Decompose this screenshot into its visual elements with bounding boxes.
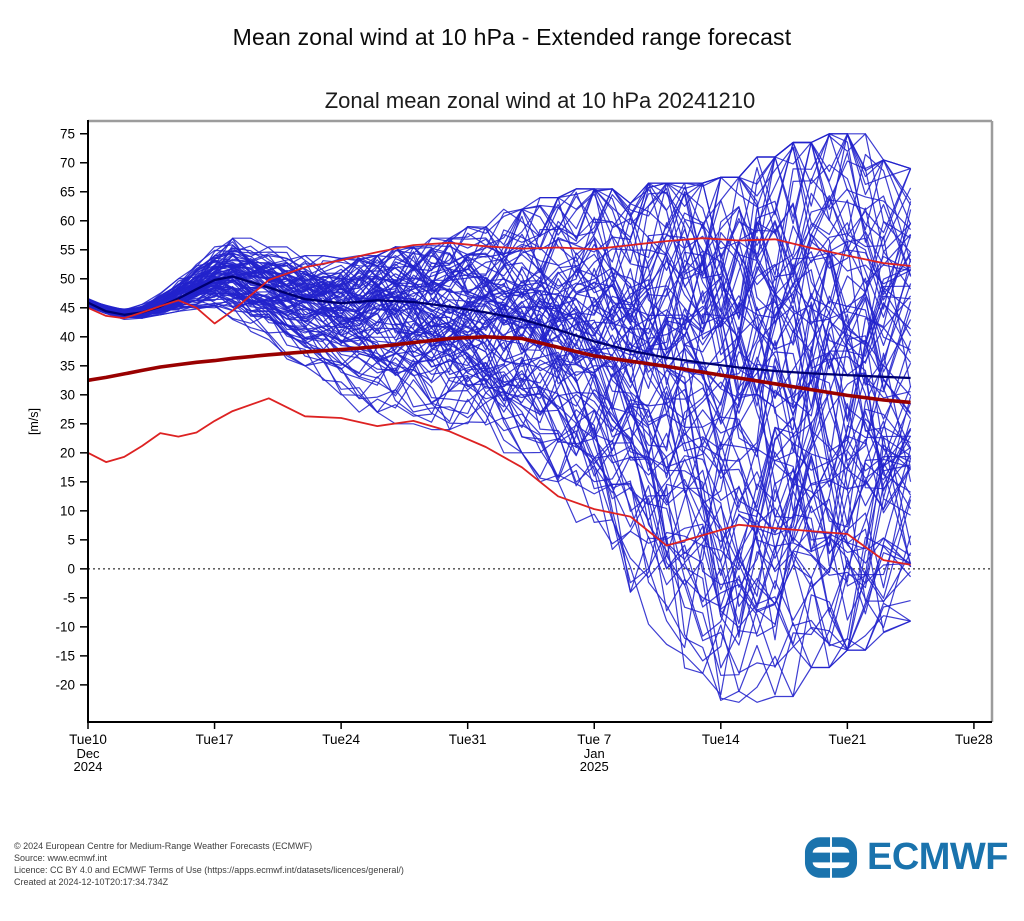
x-tick-sublabel: 2025	[580, 759, 609, 774]
x-tick-label: Tue21	[828, 732, 866, 747]
footer-copyright: © 2024 European Centre for Medium-Range …	[14, 841, 313, 851]
footer-attribution: © 2024 European Centre for Medium-Range …	[14, 840, 404, 888]
y-tick-label: 25	[60, 416, 75, 431]
y-tick-label: 20	[60, 445, 75, 460]
y-tick-label: 0	[67, 561, 75, 576]
ensemble-member-line	[88, 287, 912, 597]
ensemble-member-line	[88, 301, 912, 646]
ensemble-member-line	[88, 233, 912, 398]
chart-subtitle: Zonal mean zonal wind at 10 hPa 20241210	[324, 88, 756, 113]
ecmwf-logo-text: ECMWF	[866, 836, 1009, 878]
y-tick-label: 55	[60, 242, 75, 257]
ensemble-member-line	[88, 222, 912, 400]
y-tick-label: 45	[60, 300, 75, 315]
ensemble-member-line	[88, 134, 912, 311]
climate-lower-line	[87, 397, 911, 566]
ensemble-member-line	[88, 290, 912, 637]
ensemble-member-line	[88, 255, 912, 474]
ensemble-member-line	[88, 260, 912, 612]
ensemble-member-line	[88, 178, 912, 311]
footer-created-at: Created at 2024-12-10T20:17:34.734Z	[14, 877, 169, 887]
footer-source: Source: www.ecmwf.int	[14, 853, 108, 863]
y-tick-label: 10	[60, 503, 75, 518]
ensemble-member-line	[88, 301, 912, 669]
ensemble-member-line	[88, 285, 912, 669]
ensemble-member-line	[88, 292, 911, 696]
ensemble-members-group	[88, 133, 912, 703]
ensemble-member-line	[88, 217, 912, 432]
y-axis-unit-label: [m/s]	[27, 408, 41, 435]
ensemble-member-line	[88, 182, 912, 315]
ensemble-member-line	[88, 166, 912, 326]
ensemble-member-line	[88, 133, 912, 314]
climate-upper-line	[87, 237, 911, 325]
figure-title: Mean zonal wind at 10 hPa - Extended ran…	[232, 24, 792, 50]
y-tick-label: 15	[60, 474, 75, 489]
ensemble-member-line	[88, 292, 912, 496]
y-tick-label: 5	[67, 532, 75, 547]
climate-mean-line	[87, 334, 911, 405]
x-tick-label: Tue14	[702, 732, 740, 747]
y-tick-label: 65	[60, 184, 75, 199]
ecmwf-logo: ECMWF	[804, 836, 1009, 879]
footer-licence: Licence: CC BY 4.0 and ECMWF Terms of Us…	[14, 865, 404, 875]
ensemble-member-line	[88, 281, 912, 482]
ensemble-member-line	[88, 133, 911, 354]
forecast-plume-chart: -20-15-10-505101520253035404550556065707…	[27, 119, 994, 774]
y-tick-label: 50	[60, 271, 75, 286]
y-tick-label: 70	[60, 155, 75, 170]
ecmwf-logo-icon	[804, 837, 858, 878]
y-tick-label: 40	[60, 329, 75, 344]
ensemble-member-line	[88, 223, 912, 386]
y-tick-label: -20	[55, 677, 75, 692]
y-tick-label: -15	[55, 648, 75, 663]
x-tick-label: Tue24	[322, 732, 360, 747]
x-tick-sublabel: Dec	[76, 746, 100, 761]
ensemble-member-line	[88, 269, 912, 645]
x-tick-sublabel: 2024	[74, 759, 103, 774]
y-tick-label: -10	[55, 619, 75, 634]
y-tick-label: 75	[60, 126, 75, 141]
x-tick-label: Tue28	[955, 732, 993, 747]
x-tick-label: Tue 7	[577, 732, 611, 747]
y-tick-label: -5	[63, 590, 75, 605]
x-tick-label: Tue17	[196, 732, 234, 747]
ensemble-member-line	[88, 280, 912, 459]
x-tick-sublabel: Jan	[584, 746, 605, 761]
ensemble-member-line	[88, 141, 912, 312]
y-tick-label: 30	[60, 387, 75, 402]
y-tick-label: 60	[60, 213, 75, 228]
x-tick-label: Tue31	[449, 732, 487, 747]
x-tick-label: Tue10	[69, 732, 107, 747]
y-tick-label: 35	[60, 358, 75, 373]
ensemble-member-line	[88, 262, 912, 570]
ensemble-member-line	[88, 133, 912, 313]
